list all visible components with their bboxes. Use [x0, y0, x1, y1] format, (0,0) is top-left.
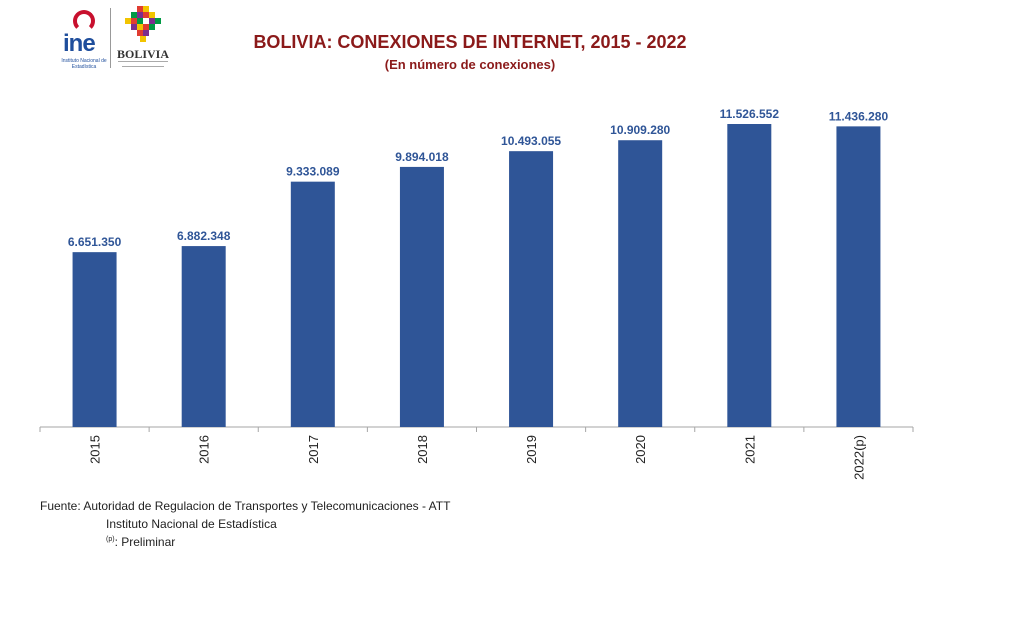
- data-label: 9.894.018: [395, 150, 449, 164]
- ine-logo-subtitle: Instituto Nacional de Estadística: [61, 58, 107, 70]
- bar-chart: 6.651.350 2015 6.882.348 2016 9.333.089 2017 9…: [39, 107, 914, 480]
- bar: [727, 124, 772, 427]
- preliminary-note-text: : Preliminar: [114, 535, 176, 549]
- data-label: 11.526.552: [720, 107, 780, 121]
- chart-title: BOLIVIA: CONEXIONES DE INTERNET, 2015 - …: [253, 32, 687, 52]
- bar: [509, 151, 554, 428]
- ine-logo: ine Instituto Nacional de Estadística: [60, 6, 108, 70]
- bar: [618, 140, 663, 427]
- x-tick-label: 2018: [415, 435, 430, 464]
- data-label: 10.909.280: [610, 123, 670, 137]
- x-tick-label: 2020: [633, 435, 648, 464]
- x-tick-label: 2016: [197, 435, 212, 464]
- preliminary-note-marker: (p): [106, 536, 115, 543]
- data-label: 6.651.350: [68, 235, 122, 249]
- x-tick-label: 2021: [742, 435, 757, 464]
- x-tick-label: 2022(p): [851, 435, 866, 480]
- data-label: 6.882.348: [177, 229, 231, 243]
- bolivia-emblem-icon: [125, 6, 161, 42]
- bar: [399, 166, 444, 427]
- preliminary-note: (p): Preliminar: [106, 535, 175, 549]
- data-label: 11.436.280: [829, 109, 889, 123]
- bar: [290, 181, 335, 427]
- bolivia-logo-line: [118, 61, 168, 62]
- source-text: Fuente: Autoridad de Regulacion de Trans…: [40, 499, 451, 513]
- logo-divider: [110, 8, 111, 68]
- ine-logo-mark-icon: [73, 10, 95, 32]
- bar: [181, 246, 226, 427]
- x-tick-label: 2015: [88, 435, 103, 464]
- bar: [836, 126, 881, 428]
- x-tick-label: 2017: [306, 435, 321, 464]
- bolivia-logo-line: [122, 66, 164, 67]
- data-label: 10.493.055: [501, 134, 561, 148]
- data-label: 9.333.089: [286, 165, 340, 179]
- bar: [72, 252, 117, 427]
- x-tick-label: 2019: [524, 435, 539, 464]
- chart-subtitle: (En número de conexiones): [384, 57, 556, 72]
- bolivia-logo-text: BOLIVIA: [116, 47, 169, 61]
- bolivia-logo: BOLIVIA: [116, 6, 170, 72]
- source-institution-text: Instituto Nacional de Estadística: [106, 517, 277, 531]
- ine-logo-text: ine: [63, 30, 96, 57]
